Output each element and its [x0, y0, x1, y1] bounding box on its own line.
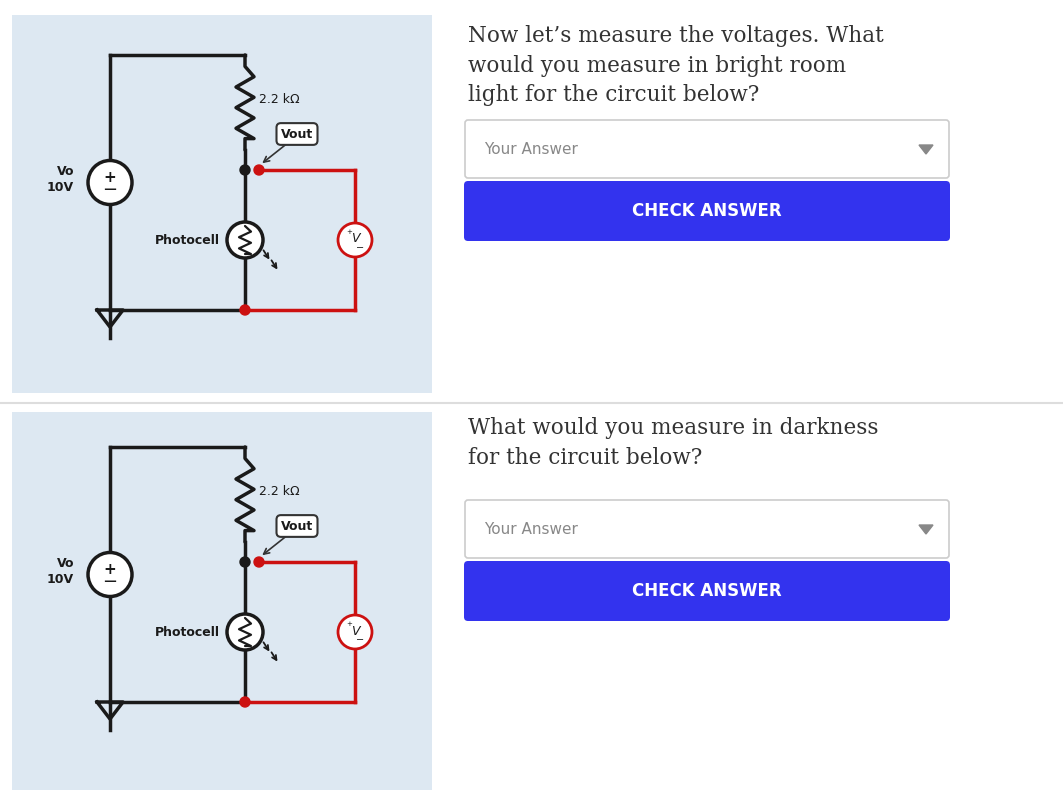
FancyBboxPatch shape — [12, 15, 432, 393]
Text: V: V — [351, 625, 359, 638]
Polygon shape — [919, 145, 933, 154]
Text: Vo
10V: Vo 10V — [47, 557, 74, 586]
Text: CHECK ANSWER: CHECK ANSWER — [632, 202, 781, 220]
Text: Vo
10V: Vo 10V — [47, 165, 74, 194]
Circle shape — [88, 160, 132, 204]
Circle shape — [254, 165, 264, 175]
FancyBboxPatch shape — [465, 500, 949, 558]
Text: CHECK ANSWER: CHECK ANSWER — [632, 582, 781, 600]
Text: −: − — [356, 243, 364, 253]
Text: −: − — [102, 180, 118, 199]
Text: +: + — [347, 229, 352, 235]
Circle shape — [227, 222, 263, 258]
Polygon shape — [919, 525, 933, 534]
Text: V: V — [351, 233, 359, 246]
Text: What would you measure in darkness
for the circuit below?: What would you measure in darkness for t… — [468, 417, 878, 469]
Text: −: − — [102, 572, 118, 591]
FancyBboxPatch shape — [465, 561, 950, 621]
Text: Photocell: Photocell — [154, 625, 219, 638]
Circle shape — [338, 223, 372, 257]
Circle shape — [227, 614, 263, 650]
Text: 2.2 kΩ: 2.2 kΩ — [259, 485, 300, 498]
Text: Photocell: Photocell — [154, 233, 219, 246]
Text: Vout: Vout — [281, 127, 314, 141]
Text: +: + — [103, 562, 116, 577]
Text: Your Answer: Your Answer — [484, 142, 578, 156]
Text: +: + — [103, 170, 116, 185]
Circle shape — [240, 697, 250, 707]
Circle shape — [338, 615, 372, 649]
FancyBboxPatch shape — [465, 181, 950, 241]
Text: +: + — [347, 621, 352, 627]
Circle shape — [254, 557, 264, 567]
Circle shape — [240, 165, 250, 175]
FancyBboxPatch shape — [465, 120, 949, 178]
Circle shape — [240, 557, 250, 567]
Circle shape — [240, 305, 250, 315]
Text: Your Answer: Your Answer — [484, 522, 578, 536]
Text: Now let’s measure the voltages. What
would you measure in bright room
light for : Now let’s measure the voltages. What wou… — [468, 25, 883, 106]
FancyBboxPatch shape — [12, 412, 432, 790]
Circle shape — [88, 552, 132, 597]
Text: −: − — [356, 635, 364, 645]
Text: 2.2 kΩ: 2.2 kΩ — [259, 93, 300, 106]
Text: Vout: Vout — [281, 519, 314, 532]
